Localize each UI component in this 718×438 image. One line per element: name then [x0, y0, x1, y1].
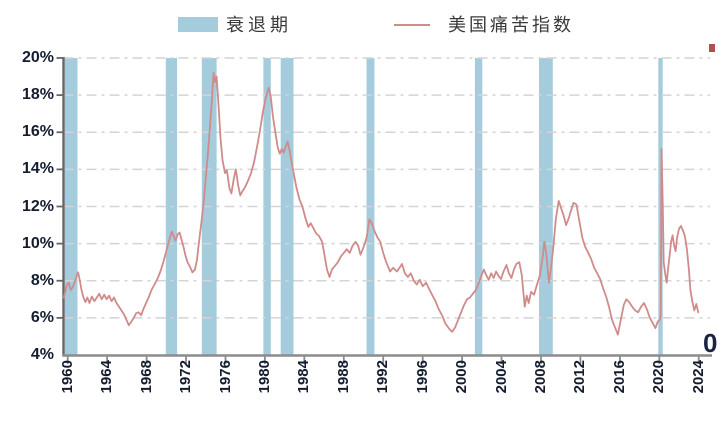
y-tick-label: 6%	[30, 308, 54, 326]
x-tick-label: 2012	[571, 360, 589, 394]
line-swatch-icon	[394, 24, 430, 26]
y-tick-label: 20%	[21, 49, 54, 66]
x-tick-label: 2000	[453, 360, 471, 394]
x-tick-label: 2024	[689, 360, 707, 394]
y-tick-label: 12%	[21, 197, 54, 215]
x-tick-label: 1988	[334, 360, 352, 394]
y-tick-label: 14%	[21, 160, 54, 178]
recession-swatch-icon	[178, 17, 218, 32]
y-tick-label: 4%	[30, 346, 54, 363]
clipped-top-right-mark	[709, 44, 715, 52]
y-tick-label: 10%	[21, 234, 54, 252]
x-tick-label: 2004	[492, 360, 510, 394]
y-tick-label: 18%	[21, 86, 54, 104]
legend-label-recession: 衰退期	[226, 15, 292, 35]
x-tick-label: 1984	[295, 360, 313, 394]
x-tick-label: 2016	[610, 360, 628, 394]
x-tick-label: 1968	[137, 360, 155, 394]
chart-legend: 衰退期 美国痛苦指数	[0, 12, 718, 38]
clipped-right-axis-label: 0	[703, 328, 718, 358]
legend-label-misery: 美国痛苦指数	[448, 15, 574, 35]
x-tick-label: 2008	[532, 360, 549, 394]
x-tick-label: 1996	[413, 360, 431, 394]
x-tick-label: 1992	[374, 360, 392, 394]
x-tick-label: 2020	[650, 360, 668, 394]
x-tick-label: 1960	[58, 360, 76, 394]
x-tick-label: 1972	[177, 360, 194, 394]
x-tick-label: 1976	[216, 360, 234, 394]
y-tick-label: 8%	[30, 271, 54, 289]
x-tick-label: 1964	[98, 360, 116, 394]
misery-index-line	[62, 72, 700, 336]
x-tick-label: 1980	[255, 360, 273, 394]
y-tick-label: 16%	[21, 123, 54, 141]
recession-band	[263, 58, 271, 355]
